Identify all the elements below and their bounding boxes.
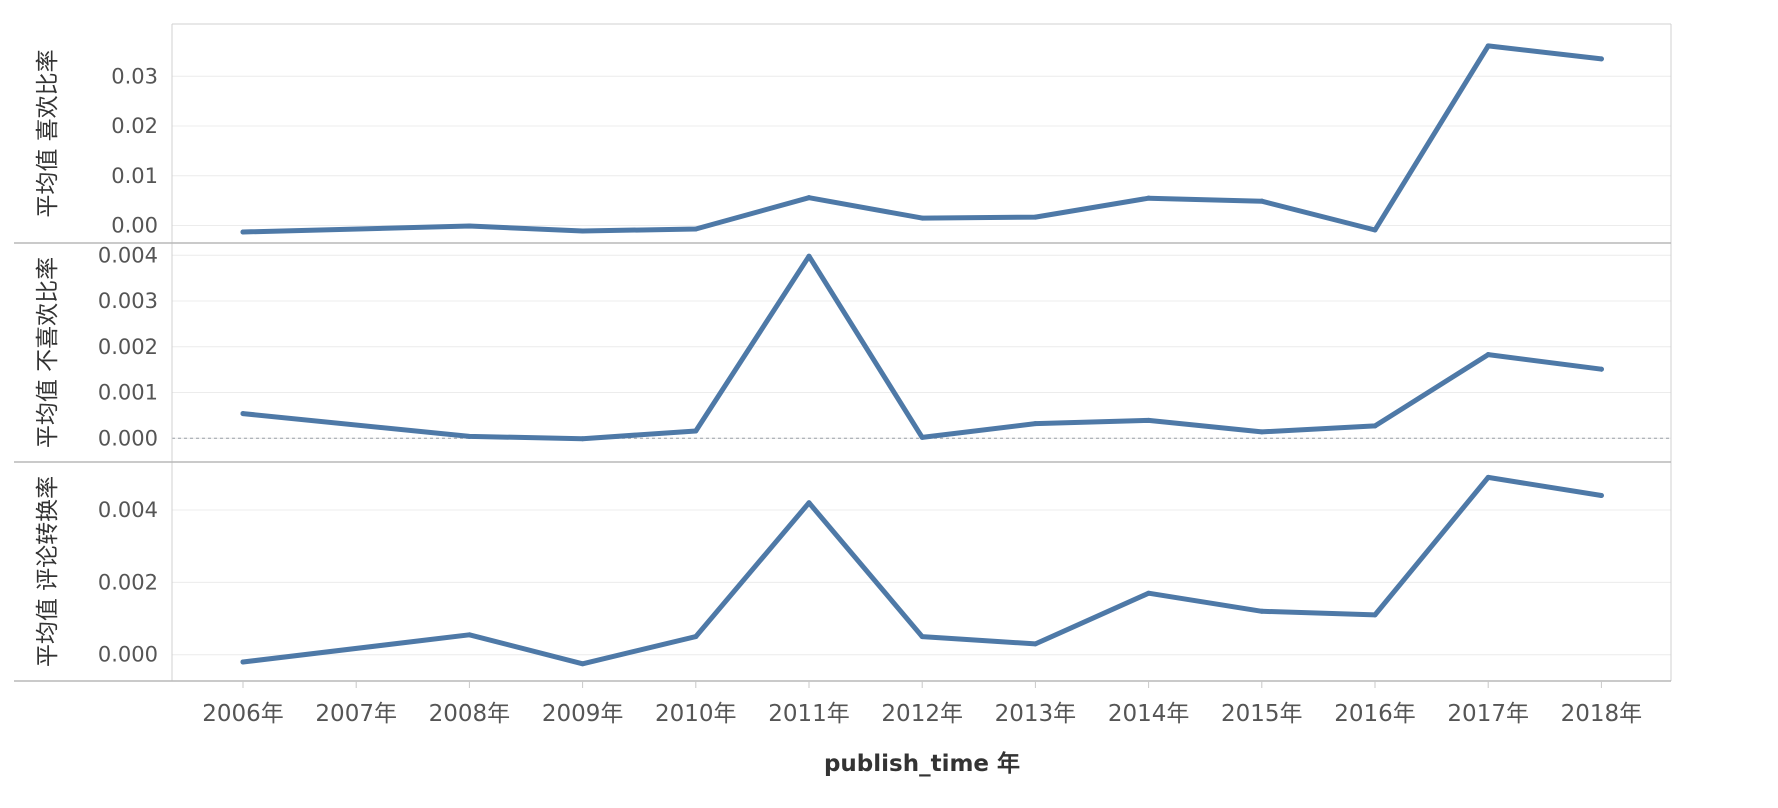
data-point: [693, 634, 699, 640]
data-point: [1259, 198, 1265, 204]
x-tick-label: 2010年: [655, 701, 737, 727]
x-tick-label: 2013年: [995, 701, 1077, 727]
data-point: [580, 228, 586, 234]
data-point: [466, 433, 472, 439]
data-point: [1372, 423, 1378, 429]
data-point: [1485, 43, 1491, 49]
data-point: [1032, 214, 1038, 220]
data-point: [1372, 612, 1378, 618]
data-point: [919, 434, 925, 440]
data-point: [1598, 366, 1604, 372]
y-tick-label: 0.01: [111, 164, 158, 188]
x-tick-label: 2009年: [542, 701, 624, 727]
data-point: [240, 411, 246, 417]
data-point: [240, 659, 246, 665]
panel-3: 0.000 0.002 0.004 平均值 评论转换率: [35, 474, 1671, 667]
data-point: [1259, 608, 1265, 614]
panel-1: 0.00 0.01 0.02 0.03 平均值 喜欢比率: [35, 43, 1671, 238]
series-line: [240, 253, 1604, 442]
y-tick-label: 0.001: [98, 381, 158, 405]
y-tick-label: 0.004: [98, 243, 158, 267]
data-point: [1485, 474, 1491, 480]
series-line: [240, 43, 1604, 235]
x-axis-label: publish_time 年: [824, 750, 1020, 777]
x-tick-label: 2017年: [1447, 701, 1529, 727]
x-tick-label: 2008年: [429, 701, 511, 727]
data-point: [806, 195, 812, 201]
data-point: [1032, 641, 1038, 647]
panel-2: 0.000 0.001 0.002 0.003 0.004 平均值 不喜欢比率: [35, 243, 1671, 450]
x-tick-label: 2018年: [1561, 701, 1643, 727]
data-point: [580, 436, 586, 442]
y-axis-label: 平均值 喜欢比率: [35, 49, 61, 217]
data-point: [1372, 227, 1378, 233]
x-tick-label: 2011年: [768, 701, 850, 727]
y-tick-label: 0.00: [111, 214, 158, 238]
y-tick-label: 0.000: [98, 643, 158, 667]
series-line: [240, 474, 1604, 667]
data-point: [240, 229, 246, 235]
y-tick-label: 0.002: [98, 570, 158, 594]
y-tick-label: 0.003: [98, 289, 158, 313]
y-axis-label: 平均值 不喜欢比率: [35, 257, 61, 448]
data-point: [1598, 493, 1604, 499]
y-tick-label: 0.004: [98, 498, 158, 522]
data-point: [693, 428, 699, 434]
y-tick-label: 0.03: [111, 64, 158, 88]
data-point: [1146, 417, 1152, 423]
data-point: [1259, 429, 1265, 435]
data-point: [1146, 590, 1152, 596]
x-tick-label: 2014年: [1108, 701, 1190, 727]
data-point: [919, 634, 925, 640]
x-tick-label: 2016年: [1334, 701, 1416, 727]
data-point: [806, 253, 812, 259]
data-point: [806, 500, 812, 506]
data-point: [1032, 421, 1038, 427]
data-point: [466, 223, 472, 229]
y-tick-label: 0.002: [98, 335, 158, 359]
x-tick-label: 2012年: [881, 701, 963, 727]
data-point: [1485, 352, 1491, 358]
data-point: [466, 632, 472, 638]
data-point: [693, 226, 699, 232]
y-tick-label: 0.02: [111, 114, 158, 138]
x-tick-label: 2015年: [1221, 701, 1303, 727]
data-point: [1146, 195, 1152, 201]
x-tick-label: 2007年: [315, 701, 397, 727]
x-tick-label: 2006年: [202, 701, 284, 727]
y-tick-label: 0.000: [98, 426, 158, 450]
data-point: [580, 661, 586, 667]
data-point: [919, 215, 925, 221]
data-point: [1598, 56, 1604, 62]
y-axis-label: 平均值 评论转换率: [35, 476, 61, 667]
